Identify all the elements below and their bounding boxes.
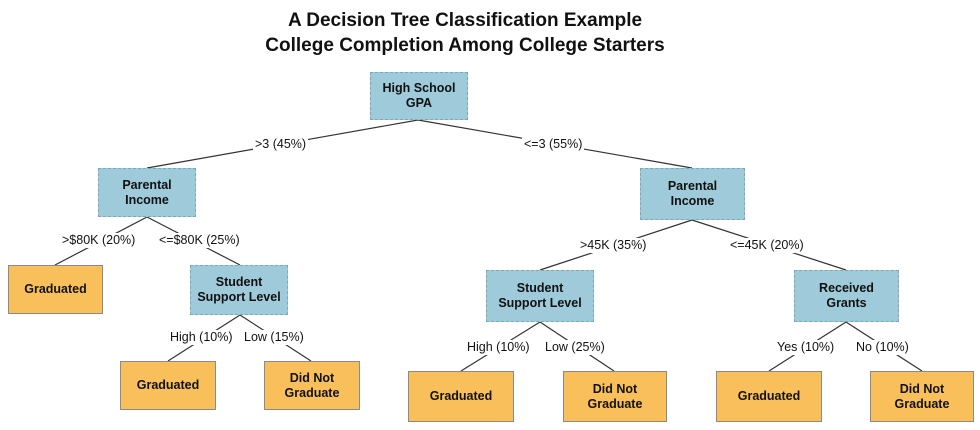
leaf-did-not-graduate: Did Not Graduate bbox=[264, 361, 360, 410]
leaf-graduated: Graduated bbox=[8, 265, 103, 314]
edge-label-support-low: Low (15%) bbox=[242, 330, 306, 345]
edge-label-income-low-right: <=45K (20%) bbox=[728, 238, 806, 253]
edge-label-support-low-right: Low (25%) bbox=[543, 340, 607, 355]
node-student-support-left: Student Support Level bbox=[190, 265, 288, 315]
node-parental-income-right: Parental Income bbox=[640, 168, 745, 220]
edge-label-gpa-high: >3 (45%) bbox=[253, 137, 309, 152]
node-received-grants: Received Grants bbox=[794, 270, 899, 322]
edge-label-support-high: High (10%) bbox=[168, 330, 235, 345]
edge-label-income-low: <=$80K (25%) bbox=[157, 233, 242, 248]
node-high-school-gpa: High School GPA bbox=[370, 72, 468, 120]
leaf-graduated: Graduated bbox=[716, 371, 822, 422]
edge-label-income-high: >$80K (20%) bbox=[60, 233, 138, 248]
diagram-title: A Decision Tree Classification Example C… bbox=[0, 8, 930, 58]
node-student-support-right: Student Support Level bbox=[486, 270, 594, 322]
leaf-graduated: Graduated bbox=[408, 371, 514, 422]
node-parental-income-left: Parental Income bbox=[98, 168, 196, 217]
edge-label-grants-no: No (10%) bbox=[854, 340, 911, 355]
leaf-did-not-graduate: Did Not Graduate bbox=[563, 371, 667, 422]
edge-label-grants-yes: Yes (10%) bbox=[775, 340, 837, 355]
title-line-1: A Decision Tree Classification Example bbox=[287, 10, 643, 31]
title-line-2: College Completion Among College Starter… bbox=[265, 35, 665, 56]
edge-label-support-high-right: High (10%) bbox=[465, 340, 532, 355]
edge-label-gpa-low: <=3 (55%) bbox=[522, 137, 585, 152]
leaf-did-not-graduate: Did Not Graduate bbox=[870, 371, 974, 422]
leaf-graduated: Graduated bbox=[120, 361, 216, 410]
edge-label-income-high-right: >45K (35%) bbox=[578, 238, 649, 253]
